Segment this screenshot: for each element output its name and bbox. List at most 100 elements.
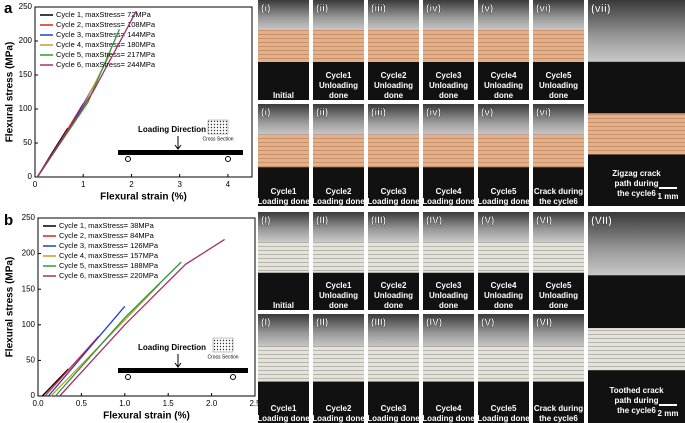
y-tick-label: 250 [19, 2, 33, 11]
photo-specimen [313, 134, 364, 168]
photo-caption: the cycle6 [539, 414, 578, 423]
photo-caption: Loading done [257, 197, 310, 206]
photo-caption: Unloading [319, 81, 358, 90]
photo-caption: Crack during [534, 404, 583, 413]
x-tick-label: 2 [129, 180, 134, 189]
legend-label: Cycle 5, maxStress= 188MPa [59, 261, 159, 270]
photo-caption: done [384, 91, 404, 100]
photo-caption: Unloading [539, 81, 578, 90]
photo-label: (III) [371, 318, 386, 329]
photo-caption: Unloading [539, 291, 578, 300]
photo-label: (ii) [316, 108, 328, 119]
photo-label: (IV) [426, 318, 442, 329]
photo-specimen [368, 346, 419, 382]
photo-caption: Cycle4 [491, 71, 517, 80]
photo-caption: Loading done [422, 414, 475, 423]
photo-caption: done [439, 301, 459, 310]
photo-caption: Cycle1 [326, 281, 352, 290]
photo-caption: Unloading [374, 291, 413, 300]
photo-roller [533, 212, 584, 242]
photo-specimen [313, 346, 364, 382]
legend-label: Cycle 3, maxStress= 144MPa [56, 30, 156, 39]
scale-label: 1 mm [658, 192, 679, 201]
photo-caption: Cycle5 [491, 187, 517, 196]
photo-caption: done [549, 91, 569, 100]
photo-caption: Loading done [367, 414, 420, 423]
photo-label: (ii) [316, 4, 328, 15]
photo-caption: Cycle1 [271, 404, 297, 413]
photo-caption: Initial [273, 301, 294, 310]
y-tick-label: 250 [22, 213, 36, 222]
photo-caption: the cycle6 [617, 189, 656, 198]
photo-roller [423, 104, 474, 135]
photo-specimen [258, 134, 309, 168]
photo-specimen [478, 30, 529, 62]
photo-caption: Unloading [374, 81, 413, 90]
y-tick-label: 50 [23, 138, 32, 147]
x-tick-label: 1 [81, 180, 86, 189]
photo-caption: the cycle6 [539, 197, 578, 206]
photo-caption: Loading done [367, 197, 420, 206]
photo-caption: Loading done [477, 197, 530, 206]
photo-specimen [258, 346, 309, 382]
y-axis-label: Flexural stress (MPa) [5, 42, 16, 143]
legend-label: Cycle 3, maxStress= 126MPa [59, 241, 159, 250]
photo-label: (iii) [371, 108, 386, 119]
photo-roller [423, 314, 474, 347]
x-tick-label: 0.5 [76, 399, 88, 408]
photo-label: (V) [481, 318, 494, 329]
legend-label: Cycle 1, maxStress= 72MPa [56, 10, 152, 19]
y-tick-label: 0 [28, 172, 33, 181]
photo-caption: Unloading [484, 291, 523, 300]
photo-label: (iv) [426, 108, 441, 119]
photo-roller [478, 0, 529, 30]
photo-specimen [313, 241, 364, 273]
photo-label: (i) [261, 4, 270, 15]
photo-label: (vi) [536, 108, 551, 119]
photo-caption: Toothed crack [609, 386, 664, 395]
photo-label: (VI) [536, 318, 552, 329]
photo-specimen [368, 30, 419, 62]
inset-section-label: Cross Section [202, 136, 233, 142]
x-axis-label: Flexural strain (%) [100, 192, 187, 203]
photo-caption: Initial [273, 91, 294, 100]
photo-specimen [533, 241, 584, 273]
photo-caption: Loading done [477, 414, 530, 423]
panel-letter: a [4, 0, 13, 17]
x-tick-label: 2.0 [206, 399, 218, 408]
data-line [59, 238, 225, 397]
photo-caption: Cycle4 [436, 404, 462, 413]
photo-caption: Cycle1 [271, 187, 297, 196]
photo-roller [313, 212, 364, 242]
photo-caption: Crack during [534, 187, 583, 196]
photo-specimen [478, 241, 529, 273]
photo-roller [588, 212, 685, 276]
photo-specimen [423, 134, 474, 168]
inset-beam [118, 150, 243, 155]
photo-specimen [588, 328, 685, 371]
y-tick-label: 0 [31, 391, 36, 400]
photo-label: (VI) [536, 216, 552, 227]
y-tick-label: 100 [19, 104, 33, 113]
photo-specimen [368, 134, 419, 168]
inset-section-label: Cross Section [207, 354, 238, 360]
photo-label: (VII) [591, 215, 612, 227]
legend-label: Cycle 6, maxStress= 244MPa [56, 60, 156, 69]
y-tick-label: 100 [22, 320, 36, 329]
y-tick-label: 150 [19, 70, 33, 79]
photo-roller [368, 104, 419, 135]
photo-specimen [533, 134, 584, 168]
x-tick-label: 0.0 [32, 399, 44, 408]
photo-caption: Loading done [422, 197, 475, 206]
scale-label: 2 mm [658, 409, 679, 418]
photo-roller [258, 0, 309, 30]
inset-support [125, 156, 131, 162]
photo-caption: Cycle2 [326, 187, 352, 196]
photo-caption: done [329, 301, 349, 310]
photo-label: (V) [481, 216, 494, 227]
photo-caption: done [494, 91, 514, 100]
photo-roller [313, 104, 364, 135]
legend-label: Cycle 1, maxStress= 38MPa [59, 221, 155, 230]
photo-caption: Unloading [429, 81, 468, 90]
data-line [54, 261, 182, 397]
